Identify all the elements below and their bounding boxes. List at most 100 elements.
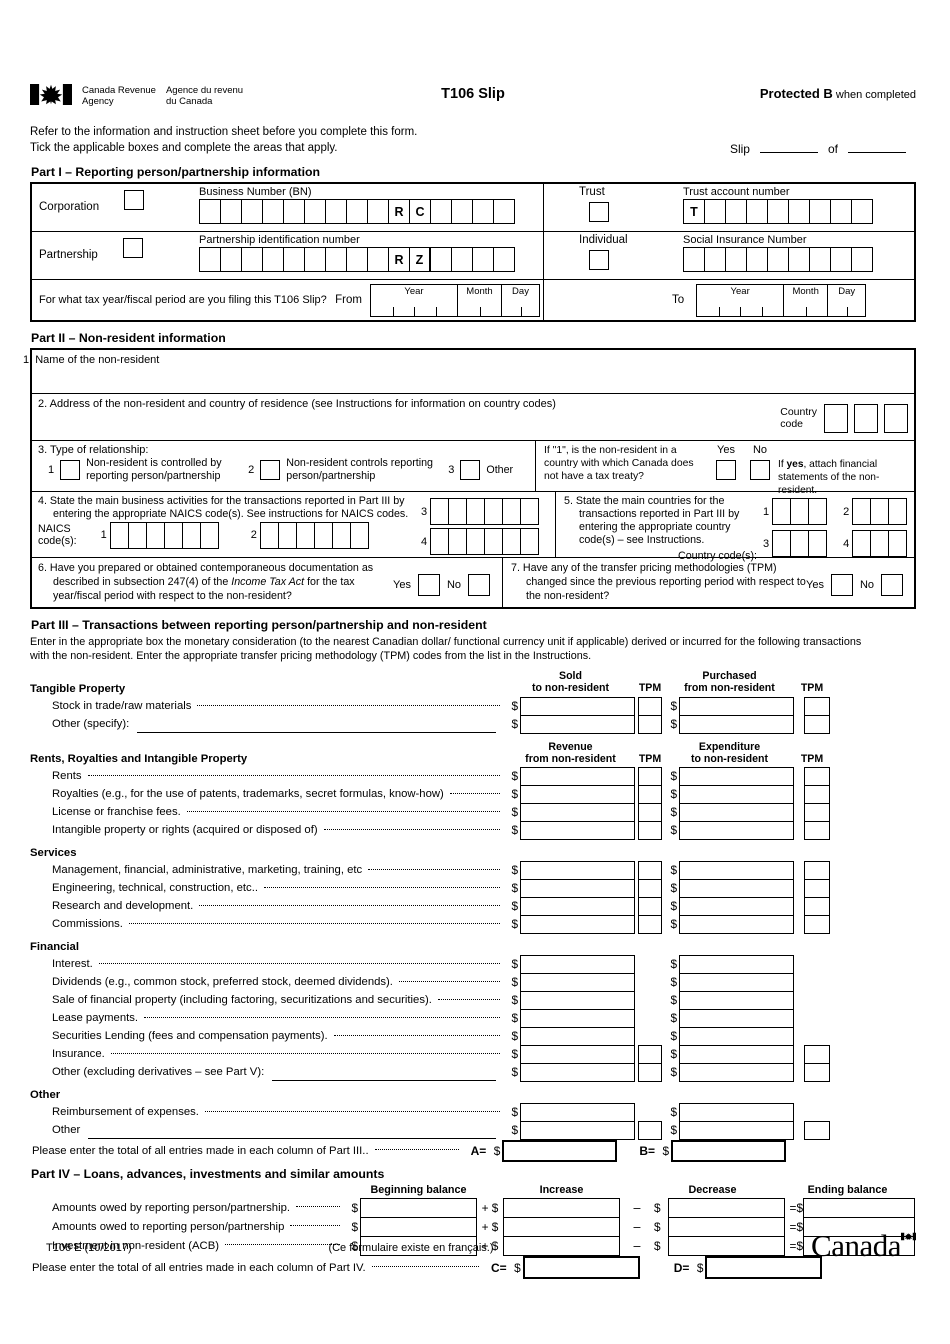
trust-digit-box[interactable] xyxy=(788,199,810,225)
trust-digit-box[interactable] xyxy=(767,199,789,225)
naics-digit-box[interactable] xyxy=(331,521,351,549)
sin-digit-box[interactable] xyxy=(767,247,789,273)
pin-digit-box[interactable] xyxy=(199,247,221,273)
naics-digit-box[interactable] xyxy=(109,521,129,549)
amount-box[interactable] xyxy=(679,972,794,992)
bn-digit-box[interactable] xyxy=(430,199,452,225)
ending-balance-box[interactable] xyxy=(803,1197,915,1218)
sin-digit-box[interactable] xyxy=(704,247,726,273)
tpm-box[interactable] xyxy=(638,878,662,898)
tpm-box[interactable] xyxy=(638,820,662,840)
amount-box[interactable] xyxy=(679,914,794,934)
country-digit-box[interactable] xyxy=(870,530,890,558)
specify-write-in-line[interactable] xyxy=(88,1128,496,1139)
naics-digit-box[interactable] xyxy=(199,521,219,549)
country-code-box[interactable] xyxy=(854,403,878,433)
amount-box[interactable] xyxy=(679,878,794,898)
tpm-box[interactable] xyxy=(804,1120,830,1140)
country-code-box[interactable] xyxy=(884,403,908,433)
tpm-box[interactable] xyxy=(804,766,830,786)
amount-box[interactable] xyxy=(520,972,635,992)
pin-digit-box[interactable] xyxy=(493,247,515,273)
amount-box[interactable] xyxy=(679,1008,794,1028)
naics-digit-box[interactable] xyxy=(448,498,468,526)
naics-digit-box[interactable] xyxy=(448,528,468,556)
amount-box[interactable] xyxy=(679,784,794,804)
bn-digit-box[interactable] xyxy=(451,199,473,225)
amount-box[interactable] xyxy=(520,1026,635,1046)
sin-digit-box[interactable] xyxy=(788,247,810,273)
amount-box[interactable] xyxy=(679,954,794,974)
country-digit-box[interactable] xyxy=(790,498,810,526)
pin-digit-box[interactable] xyxy=(304,247,326,273)
naics-digit-box[interactable] xyxy=(484,498,504,526)
amount-box[interactable] xyxy=(679,990,794,1010)
bn-digit-box[interactable] xyxy=(325,199,347,225)
pin-digit-box[interactable] xyxy=(367,247,389,273)
q7-yes-checkbox[interactable] xyxy=(830,573,853,596)
naics-digit-box[interactable] xyxy=(349,521,369,549)
amount-box[interactable] xyxy=(520,766,635,786)
country-digit-box[interactable] xyxy=(852,530,872,558)
tpm-box[interactable] xyxy=(804,1062,830,1082)
amount-box[interactable] xyxy=(520,1120,635,1140)
amount-box[interactable] xyxy=(679,766,794,786)
amount-box[interactable] xyxy=(679,1120,794,1140)
pin-digit-box[interactable] xyxy=(283,247,305,273)
amount-box[interactable] xyxy=(520,860,635,880)
naics-digit-box[interactable] xyxy=(484,528,504,556)
individual-checkbox[interactable] xyxy=(589,250,609,271)
tpm-box[interactable] xyxy=(638,714,662,734)
bn-digit-box[interactable] xyxy=(262,199,284,225)
ending-balance-box[interactable] xyxy=(803,1235,915,1256)
slip-number-field[interactable] xyxy=(759,140,818,153)
naics-digit-box[interactable] xyxy=(181,521,201,549)
naics-digit-box[interactable] xyxy=(313,521,333,549)
naics-digit-box[interactable] xyxy=(277,521,297,549)
bn-digit-box[interactable] xyxy=(283,199,305,225)
tpm-box[interactable] xyxy=(638,914,662,934)
corporation-checkbox[interactable] xyxy=(124,190,145,211)
country-digit-box[interactable] xyxy=(772,498,792,526)
naics-digit-box[interactable] xyxy=(502,498,522,526)
decrease-box[interactable] xyxy=(668,1235,785,1256)
q7-no-checkbox[interactable] xyxy=(881,573,904,596)
tpm-box[interactable] xyxy=(638,802,662,822)
naics-digit-box[interactable] xyxy=(163,521,183,549)
q2-address-label[interactable]: 2. Address of the non-resident and count… xyxy=(38,398,556,411)
country-digit-box[interactable] xyxy=(888,498,908,526)
country-code-box[interactable] xyxy=(824,403,848,433)
bn-digit-box[interactable] xyxy=(241,199,263,225)
tpm-box[interactable] xyxy=(804,784,830,804)
amount-box[interactable] xyxy=(520,802,635,822)
trust-digit-box[interactable] xyxy=(830,199,852,225)
naics-digit-box[interactable] xyxy=(295,521,315,549)
amount-box[interactable] xyxy=(520,1044,635,1064)
country-digit-box[interactable] xyxy=(870,498,890,526)
amount-box[interactable] xyxy=(520,714,635,734)
pin-digit-box[interactable] xyxy=(220,247,242,273)
specify-write-in-line[interactable] xyxy=(137,722,496,733)
tpm-box[interactable] xyxy=(638,696,662,716)
country-digit-box[interactable] xyxy=(808,498,828,526)
amount-box[interactable] xyxy=(679,1044,794,1064)
amount-box[interactable] xyxy=(520,878,635,898)
pin-digit-box[interactable] xyxy=(451,247,473,273)
amount-box[interactable] xyxy=(679,802,794,822)
amount-box[interactable] xyxy=(679,1062,794,1082)
tpm-box[interactable] xyxy=(804,1044,830,1064)
bn-digit-box[interactable] xyxy=(199,199,221,225)
bn-digit-box[interactable] xyxy=(367,199,389,225)
to-date-field[interactable]: Year Month Day xyxy=(696,283,867,317)
trust-digit-box[interactable] xyxy=(746,199,768,225)
decrease-box[interactable] xyxy=(668,1197,785,1218)
naics-digit-box[interactable] xyxy=(259,521,279,549)
total-c-box[interactable] xyxy=(522,1256,640,1280)
pin-digit-box[interactable] xyxy=(430,247,452,273)
trust-digit-box[interactable] xyxy=(704,199,726,225)
amount-box[interactable] xyxy=(679,860,794,880)
trust-digit-box[interactable] xyxy=(851,199,873,225)
amount-box[interactable] xyxy=(520,1008,635,1028)
naics-digit-box[interactable] xyxy=(466,528,486,556)
beginning-balance-box[interactable] xyxy=(360,1235,477,1256)
